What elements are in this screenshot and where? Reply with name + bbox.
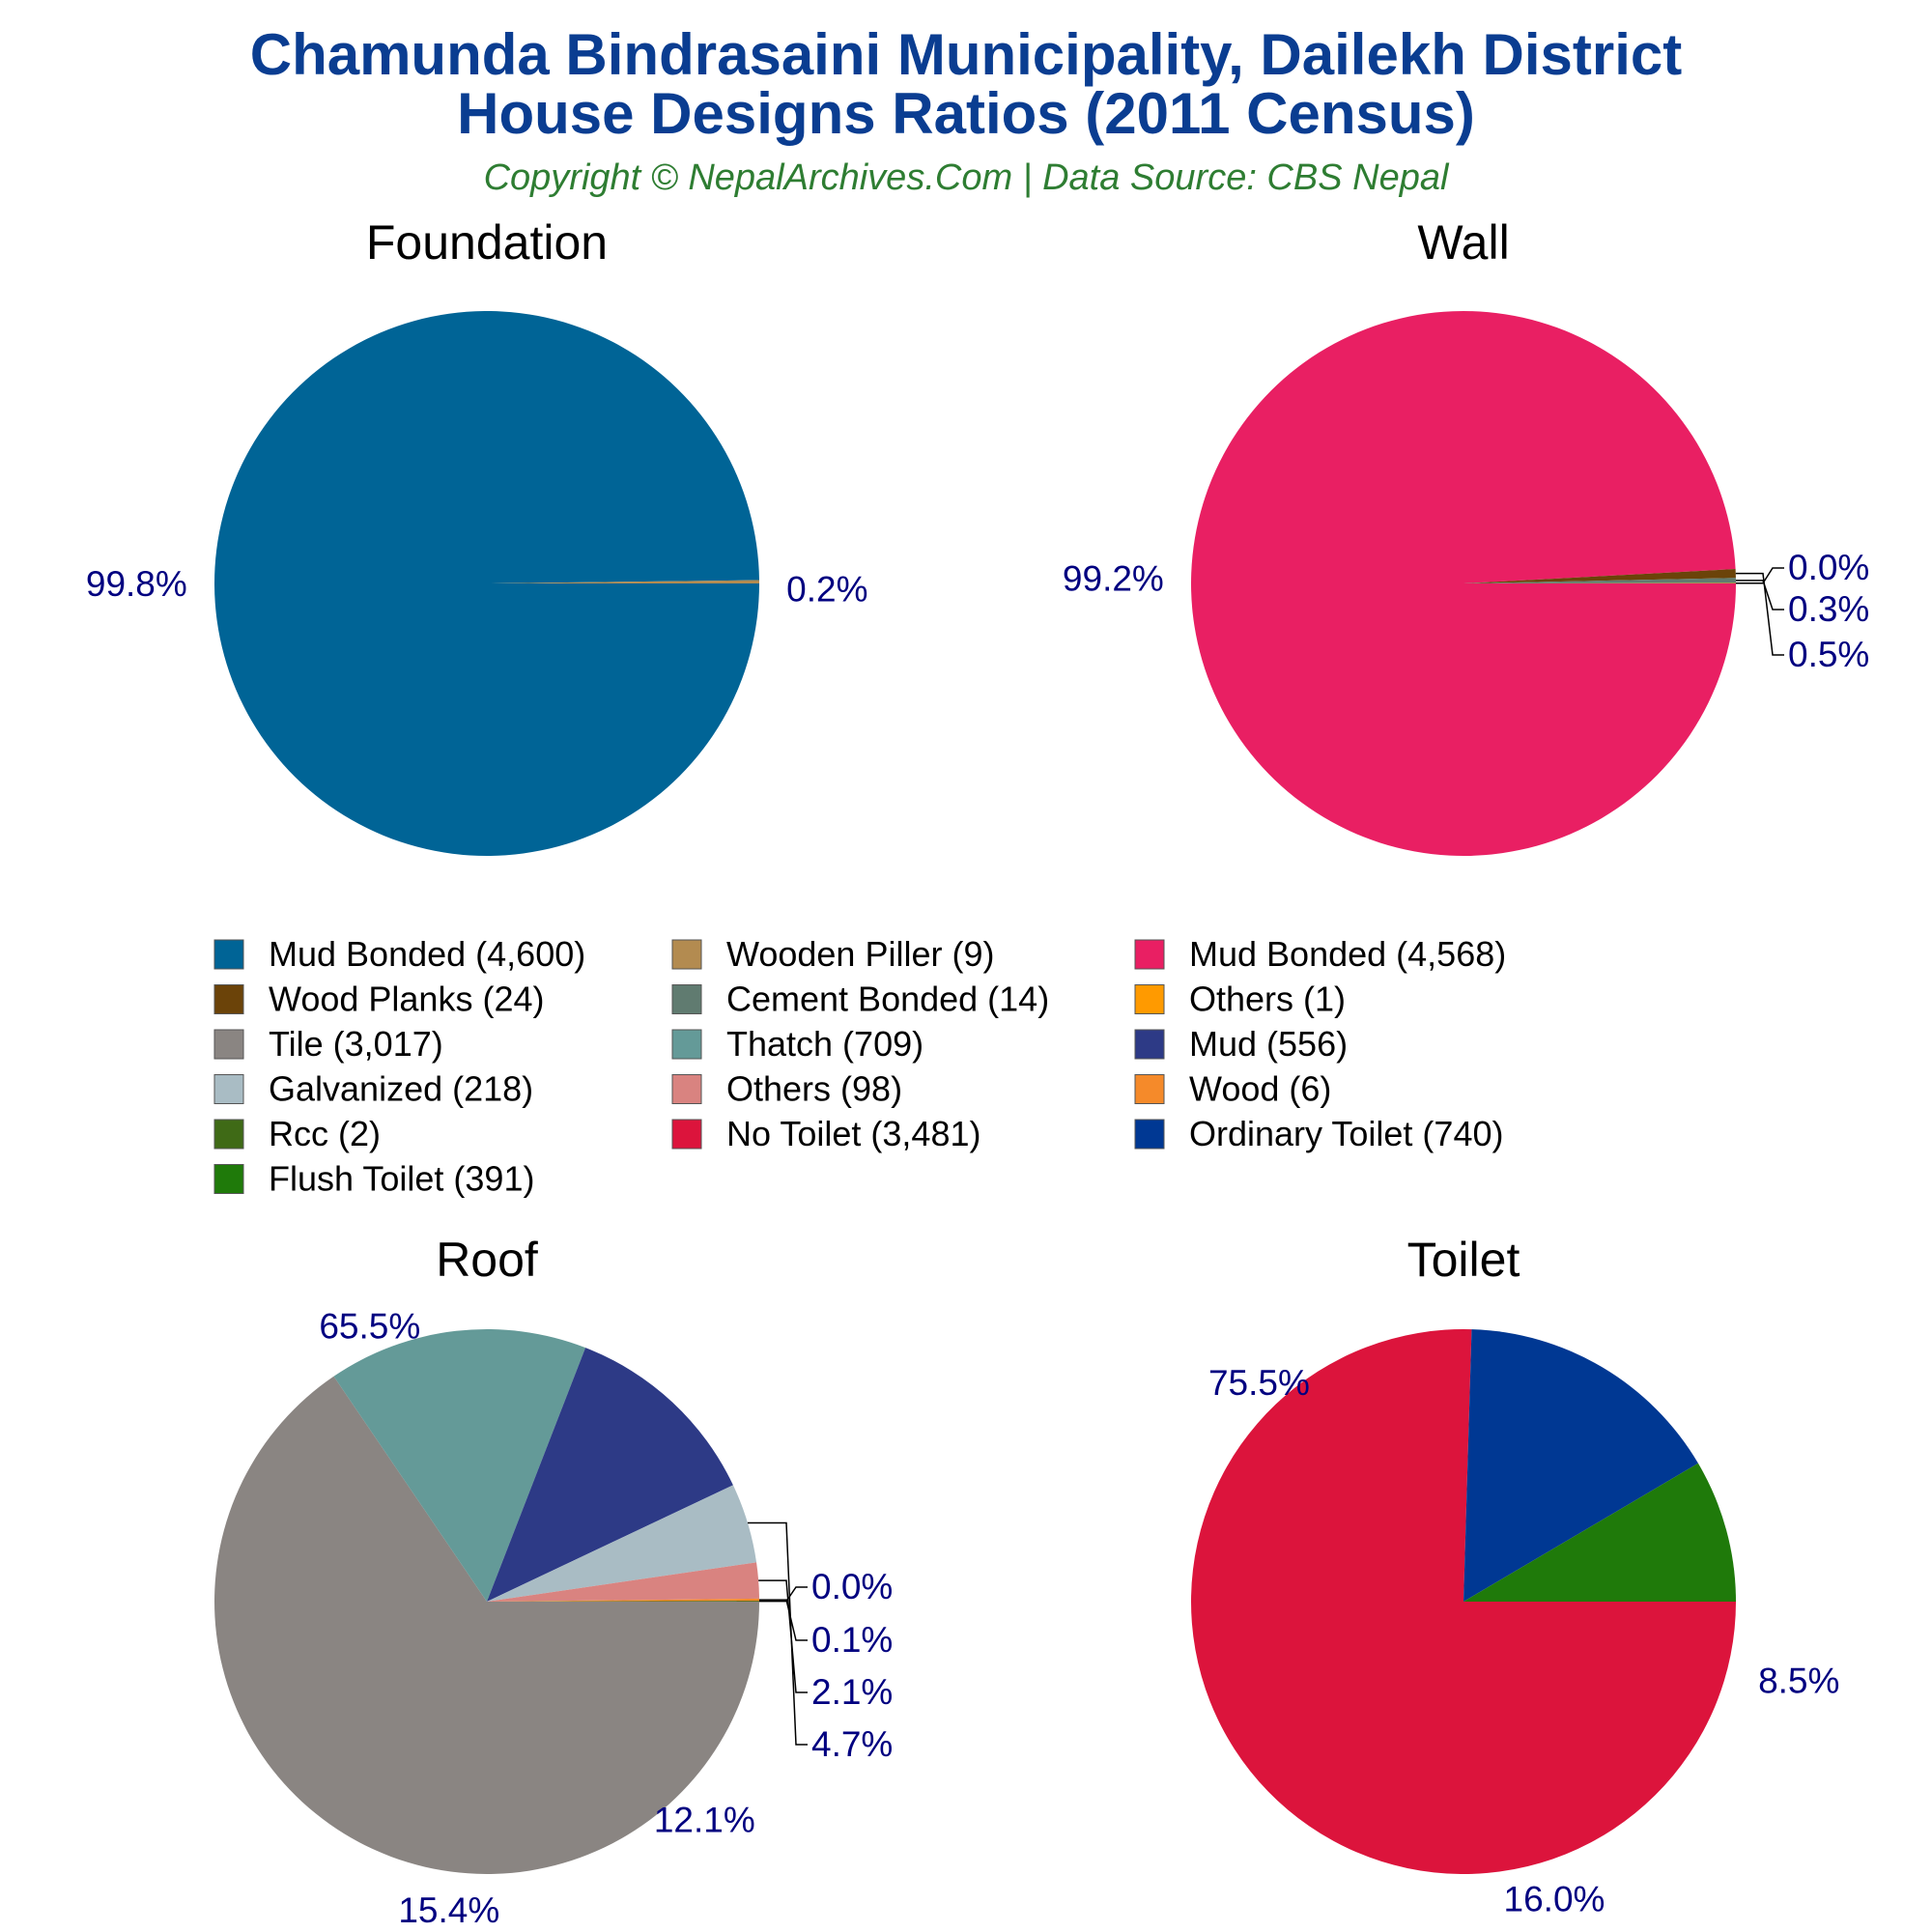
legend-swatch bbox=[1134, 984, 1165, 1014]
pie-slice-foundation-mud-bonded bbox=[214, 311, 760, 857]
pie-pct-label-roof-thatch: 15.4% bbox=[398, 1890, 499, 1930]
legend-label: Rcc (2) bbox=[269, 1114, 381, 1153]
pie-pct-label-wall-wood-planks: 0.5% bbox=[1788, 635, 1869, 674]
pie-wall: Wall 99.2% 0.5% 0.3%0.0% bbox=[1063, 215, 1869, 857]
legend-label: Flush Toilet (391) bbox=[269, 1159, 534, 1199]
legend-item: Flush Toilet (391) bbox=[213, 1159, 534, 1199]
pie-pct-label-roof-wood: 0.1% bbox=[811, 1620, 893, 1660]
pie-slice-wall-mud-bonded bbox=[1190, 311, 1736, 857]
legend-item: Ordinary Toilet (740) bbox=[1134, 1114, 1503, 1153]
legend-swatch bbox=[213, 1074, 244, 1104]
pie-slice-roof-others bbox=[487, 1562, 759, 1602]
pie-slice-roof-tile bbox=[213, 1376, 759, 1874]
legend-swatch bbox=[213, 984, 244, 1014]
pie-slice-toilet-flush-toilet bbox=[1463, 1463, 1736, 1602]
pie-pct-label-roof-mud: 12.1% bbox=[654, 1800, 755, 1839]
pie-pct-label-foundation-mud-bonded: 99.8% bbox=[86, 564, 187, 604]
legend-label: Mud Bonded (4,568) bbox=[1189, 934, 1506, 974]
pie-leader-roof-wood bbox=[758, 1599, 808, 1641]
pie-title-foundation: Foundation bbox=[366, 215, 608, 270]
legend-label: Wood Planks (24) bbox=[269, 980, 544, 1019]
legend-item: Galvanized (218) bbox=[213, 1069, 533, 1109]
legend-label: Others (1) bbox=[1189, 980, 1346, 1019]
legend: Mud Bonded (4,600) Wooden Piller (9) Mud B… bbox=[213, 934, 1506, 1199]
legend-item: Wooden Piller (9) bbox=[671, 934, 994, 974]
legend-swatch bbox=[671, 1119, 702, 1150]
legend-swatch bbox=[671, 1029, 702, 1060]
pie-pct-label-toilet-no-toilet: 75.5% bbox=[1208, 1363, 1310, 1403]
legend-swatch bbox=[671, 1074, 702, 1104]
pie-foundation: Foundation 99.8% 0.2% bbox=[86, 215, 867, 857]
legend-swatch bbox=[213, 1164, 244, 1194]
legend-swatch bbox=[213, 1029, 244, 1060]
pie-slice-roof-thatch bbox=[333, 1329, 586, 1602]
pie-title-toilet: Toilet bbox=[1407, 1233, 1520, 1287]
legend-swatch bbox=[1134, 939, 1165, 970]
pie-pct-label-foundation-wooden-piller: 0.2% bbox=[786, 569, 867, 609]
pie-slice-roof-wood bbox=[487, 1598, 759, 1602]
legend-item: Rcc (2) bbox=[213, 1114, 381, 1153]
chart-title-line2: House Designs Ratios (2011 Census) bbox=[457, 81, 1475, 146]
legend-label: Cement Bonded (14) bbox=[726, 980, 1049, 1019]
legend-item: Mud Bonded (4,568) bbox=[1134, 934, 1506, 974]
legend-swatch bbox=[671, 939, 702, 970]
pie-pct-label-roof-rcc: 0.0% bbox=[811, 1567, 893, 1606]
legend-label: Wooden Piller (9) bbox=[726, 934, 994, 974]
legend-item: Wood Planks (24) bbox=[213, 980, 544, 1019]
legend-item: Thatch (709) bbox=[671, 1024, 923, 1064]
legend-item: Mud (556) bbox=[1134, 1024, 1348, 1064]
pie-pct-label-roof-galvanized: 4.7% bbox=[811, 1724, 893, 1764]
pie-pct-label-roof-tile: 65.5% bbox=[319, 1306, 420, 1346]
legend-item: Wood (6) bbox=[1134, 1069, 1331, 1109]
legend-swatch bbox=[213, 1119, 244, 1150]
pie-pct-label-toilet-ordinary-toilet: 16.0% bbox=[1504, 1879, 1605, 1918]
pie-pct-label-roof-others: 2.1% bbox=[811, 1672, 893, 1712]
legend-swatch bbox=[1134, 1074, 1165, 1104]
pie-pct-label-wall-mud-bonded: 99.2% bbox=[1063, 559, 1164, 599]
legend-item: No Toilet (3,481) bbox=[671, 1114, 980, 1153]
pie-roof: Roof 65.5% 15.4% 12.1% 4.7% 2.1% 0.1% 0.0% bbox=[213, 1233, 893, 1930]
legend-item: Cement Bonded (14) bbox=[671, 980, 1049, 1019]
chart-title-line1: Chamunda Bindrasaini Municipality, Daile… bbox=[250, 22, 1683, 87]
legend-label: Tile (3,017) bbox=[269, 1024, 443, 1064]
pie-slice-roof-mud bbox=[487, 1348, 733, 1602]
legend-item: Others (1) bbox=[1134, 980, 1346, 1019]
pie-toilet: Toilet 75.5% 16.0% 8.5% bbox=[1190, 1233, 1839, 1918]
legend-label: Galvanized (218) bbox=[269, 1069, 533, 1109]
pie-leader-roof-others bbox=[758, 1579, 808, 1693]
pie-leader-wall-wood-planks bbox=[1735, 572, 1784, 656]
legend-label: Others (98) bbox=[726, 1069, 902, 1109]
legend-label: Thatch (709) bbox=[726, 1024, 923, 1064]
legend-item: Others (98) bbox=[671, 1069, 902, 1109]
pie-leader-wall-others bbox=[1735, 567, 1784, 584]
legend-item: Mud Bonded (4,600) bbox=[213, 934, 585, 974]
pie-slice-wall-cement-bonded bbox=[1463, 578, 1736, 583]
pie-pct-label-wall-others: 0.0% bbox=[1788, 548, 1869, 587]
pie-slice-roof-rcc bbox=[487, 1601, 759, 1602]
pie-title-wall: Wall bbox=[1417, 215, 1509, 270]
pie-slice-roof-galvanized bbox=[487, 1485, 757, 1602]
pie-leader-wall-cement-bonded bbox=[1735, 580, 1784, 611]
legend-label: Wood (6) bbox=[1189, 1069, 1331, 1109]
pie-title-roof: Roof bbox=[436, 1233, 538, 1287]
legend-swatch bbox=[671, 984, 702, 1014]
pie-pct-label-wall-cement-bonded: 0.3% bbox=[1788, 589, 1869, 629]
legend-label: Ordinary Toilet (740) bbox=[1189, 1114, 1503, 1153]
pie-slice-toilet-ordinary-toilet bbox=[1463, 1329, 1698, 1602]
pie-slice-wall-wood-planks bbox=[1463, 569, 1736, 583]
legend-swatch bbox=[1134, 1029, 1165, 1060]
chart-subtitle: Copyright © NepalArchives.Com | Data Sou… bbox=[484, 157, 1450, 198]
pie-slice-foundation-wooden-piller bbox=[487, 580, 759, 583]
legend-label: Mud (556) bbox=[1189, 1024, 1348, 1064]
legend-label: Mud Bonded (4,600) bbox=[269, 934, 585, 974]
legend-swatch bbox=[213, 939, 244, 970]
pie-leader-roof-rcc bbox=[758, 1586, 808, 1603]
pie-pct-label-toilet-flush-toilet: 8.5% bbox=[1758, 1662, 1839, 1701]
legend-swatch bbox=[1134, 1119, 1165, 1150]
legend-item: Tile (3,017) bbox=[213, 1024, 443, 1064]
legend-label: No Toilet (3,481) bbox=[726, 1114, 980, 1153]
